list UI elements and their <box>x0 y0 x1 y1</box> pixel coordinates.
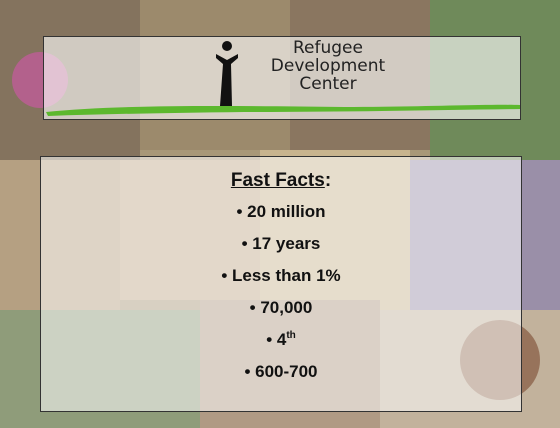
fact: • 20 million <box>40 196 522 228</box>
logo-text: Refugee Development Center <box>268 39 388 93</box>
logo-line: Center <box>268 75 388 93</box>
fact: • 17 years <box>40 228 522 260</box>
fact-text: • 20 million <box>236 202 325 221</box>
fact: • Less than 1% <box>40 260 522 292</box>
logo-line: Development <box>268 57 388 75</box>
fact: • 70,000 <box>40 292 522 324</box>
facts-list: Fast Facts: • 20 million • 17 years • Le… <box>40 166 522 388</box>
fact-text: • Less than 1% <box>221 266 340 285</box>
heading-colon: : <box>325 170 331 191</box>
logo-line: Refugee <box>268 39 388 57</box>
fact-text: • 70,000 <box>250 298 313 317</box>
fact-text: • 600-700 <box>244 362 317 381</box>
facts-heading: Fast Facts: <box>40 166 522 196</box>
slide: Refugee Development Center Fast Facts: •… <box>0 0 560 428</box>
superscript: th <box>286 330 295 341</box>
heading-text: Fast Facts <box>231 170 325 191</box>
green-brush-stroke <box>44 98 522 120</box>
fact-text: • 17 years <box>242 234 321 253</box>
fact: • 600-700 <box>40 356 522 388</box>
fact: • 4th <box>40 324 522 356</box>
fact-text: • 4 <box>266 330 286 349</box>
